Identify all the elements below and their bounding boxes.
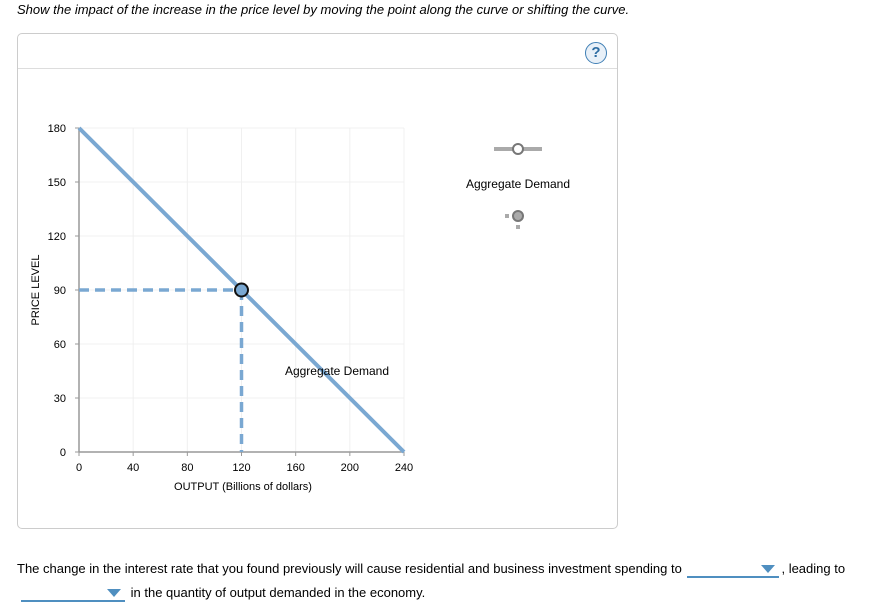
x-axis-label: OUTPUT (Billions of dollars): [174, 481, 312, 493]
x-tick-label: 120: [232, 462, 250, 474]
x-tick-label: 40: [127, 462, 139, 474]
y-tick-label: 60: [54, 339, 66, 351]
investment-dropdown[interactable]: [687, 562, 780, 578]
tool-label: Aggregate Demand: [466, 177, 570, 191]
graph-panel: ?: [17, 33, 618, 529]
question-part1: The change in the interest rate that you…: [17, 561, 682, 576]
dropdown-arrow-icon: [107, 588, 121, 597]
instruction-text: Show the impact of the increase in the p…: [17, 2, 630, 17]
question-text: The change in the interest rate that you…: [17, 557, 877, 605]
y-tick-label: 90: [54, 285, 66, 297]
question-part2: , leading to: [781, 561, 846, 576]
output-dropdown[interactable]: [21, 586, 125, 602]
y-tick-label: 150: [48, 177, 66, 189]
y-tick-label: 180: [48, 123, 66, 135]
dropdown-arrow-icon: [761, 564, 776, 573]
panel-header: ?: [18, 34, 617, 69]
curve-label: Aggregate Demand: [285, 364, 389, 378]
point-tool-icon[interactable]: [512, 210, 524, 222]
equilibrium-point[interactable]: [234, 282, 249, 298]
x-tick-label: 200: [341, 462, 359, 474]
line-tool-handle-icon: [512, 143, 524, 155]
y-tick-label: 30: [54, 393, 66, 405]
question-circle-icon[interactable]: ?: [585, 42, 607, 64]
x-tick-label: 160: [286, 462, 304, 474]
x-tick-label: 0: [76, 462, 82, 474]
x-tick-label: 80: [181, 462, 193, 474]
ad-chart[interactable]: 0 40 80 120 160 200 240 0 30 60 90 120 150 180 OUTPUT …: [0, 0, 888, 530]
x-tick-label: 240: [395, 462, 413, 474]
question-part3: in the quantity of output demanded in th…: [130, 585, 426, 600]
y-tick-label: 0: [60, 447, 66, 459]
y-tick-label: 120: [48, 231, 66, 243]
point-tool-mark-icon: [516, 225, 520, 229]
y-axis-label: PRICE LEVEL: [30, 255, 42, 326]
point-tool-mark-icon: [505, 214, 509, 218]
